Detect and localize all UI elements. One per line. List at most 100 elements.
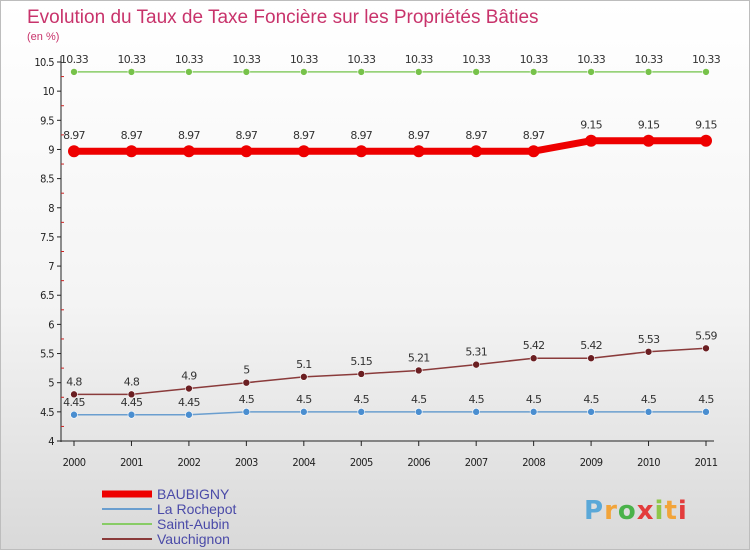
data-point xyxy=(357,408,366,416)
data-point xyxy=(185,384,193,393)
x-tick-label: 2004 xyxy=(292,456,315,469)
data-point xyxy=(529,408,538,416)
x-tick-label: 2001 xyxy=(120,456,143,469)
y-tick-label: 7.5 xyxy=(40,231,54,244)
data-point xyxy=(355,145,368,158)
data-label: 10.33 xyxy=(347,53,376,66)
data-label: 10.33 xyxy=(232,53,261,66)
data-point xyxy=(414,408,423,416)
data-point xyxy=(700,134,712,147)
data-label: 5.42 xyxy=(580,339,602,352)
data-point xyxy=(587,68,595,76)
data-label: 4.5 xyxy=(296,393,312,406)
data-label: 4.5 xyxy=(641,393,657,406)
data-point xyxy=(127,410,136,419)
data-point xyxy=(70,390,78,399)
data-label: 9.15 xyxy=(695,119,717,132)
data-label: 4.5 xyxy=(468,393,484,406)
series-vauchignon: 4.8 4.8 4.9 5 5.1 5.15 5.21 5.31 5.42 5.42 5.53 5.5… xyxy=(66,329,718,399)
data-label: 8.97 xyxy=(63,129,85,142)
x-tick-label: 2000 xyxy=(63,456,86,469)
data-point xyxy=(644,408,653,416)
y-tick-label: 10.5 xyxy=(34,56,54,69)
series-line xyxy=(73,347,707,396)
x-tick-label: 2010 xyxy=(637,456,660,469)
logo-letter: t xyxy=(664,496,677,526)
data-label: 5.31 xyxy=(465,346,487,359)
data-label: 10.33 xyxy=(405,53,434,66)
data-point xyxy=(585,134,598,147)
y-tick-label: 7 xyxy=(48,260,54,273)
data-label: 9.15 xyxy=(580,119,602,132)
series-line xyxy=(70,137,710,155)
data-label: 4.45 xyxy=(63,396,85,409)
y-tick-label: 9.5 xyxy=(40,114,54,127)
logo-letter: r xyxy=(604,496,618,526)
data-point xyxy=(70,68,78,76)
data-label: 4.5 xyxy=(526,393,542,406)
data-point xyxy=(414,366,423,375)
data-label: 8.97 xyxy=(465,129,487,142)
data-point xyxy=(412,145,425,158)
data-point xyxy=(702,408,710,416)
data-point xyxy=(357,68,366,76)
x-tick-label: 2011 xyxy=(695,456,718,469)
x-tick-label: 2002 xyxy=(178,456,201,469)
data-point xyxy=(240,145,253,158)
data-point xyxy=(644,68,653,76)
series-la-rochepot: 4.45 4.45 4.45 4.5 4.5 4.5 4.5 4.5 4.5 4.5 4.5 4.5 xyxy=(63,393,715,419)
logo-letter: i xyxy=(655,496,665,526)
y-tick-label: 4 xyxy=(48,435,54,448)
data-label: 8.97 xyxy=(523,129,545,142)
data-label: 4.9 xyxy=(181,370,197,383)
data-label: 4.5 xyxy=(354,393,370,406)
y-tick-label: 9 xyxy=(48,143,54,156)
data-point xyxy=(642,134,655,147)
data-point xyxy=(242,68,251,76)
unit-label: (en %) xyxy=(27,31,59,43)
data-point xyxy=(472,68,480,76)
legend-label: BAUBIGNY xyxy=(157,486,230,502)
x-tick-label: 2007 xyxy=(465,456,488,469)
data-point xyxy=(127,68,136,76)
data-label: 10.33 xyxy=(290,53,319,66)
data-point xyxy=(182,145,195,158)
data-label: 4.5 xyxy=(411,393,427,406)
data-point xyxy=(242,408,251,416)
data-point xyxy=(300,373,308,381)
data-point xyxy=(68,145,80,158)
data-label: 9.15 xyxy=(638,119,660,132)
proxiti-logo: Proxiti xyxy=(584,496,688,526)
y-tick-label: 8 xyxy=(48,202,54,215)
x-tick-label: 2006 xyxy=(407,456,430,469)
data-point xyxy=(414,68,423,76)
data-label: 4.8 xyxy=(124,375,140,388)
logo-letter: o xyxy=(618,496,637,526)
data-point xyxy=(185,68,193,76)
data-point xyxy=(587,354,595,363)
x-tick-label: 2005 xyxy=(350,456,373,469)
data-label: 10.33 xyxy=(635,53,664,66)
series-baubigny: 8.97 8.97 8.97 8.97 8.97 8.97 8.97 8.97 8.97 9.15… xyxy=(63,119,718,158)
x-tick-label: 2009 xyxy=(580,456,603,469)
data-label: 5.15 xyxy=(350,355,372,368)
y-tick-label: 5 xyxy=(48,377,54,390)
data-label: 5.1 xyxy=(296,358,311,371)
data-point xyxy=(472,360,480,369)
data-point xyxy=(527,145,540,158)
data-label: 4.5 xyxy=(698,393,714,406)
logo-letter: x xyxy=(637,496,655,526)
data-label: 5 xyxy=(243,364,250,377)
data-point xyxy=(472,408,480,416)
data-label: 4.8 xyxy=(66,375,82,388)
data-label: 10.33 xyxy=(60,53,89,66)
data-point xyxy=(702,344,710,353)
data-point xyxy=(587,408,595,416)
data-label: 10.33 xyxy=(520,53,549,66)
legend-label: Vauchignon xyxy=(157,531,230,547)
x-tick-label: 2003 xyxy=(235,456,258,469)
data-label: 4.5 xyxy=(583,393,599,406)
